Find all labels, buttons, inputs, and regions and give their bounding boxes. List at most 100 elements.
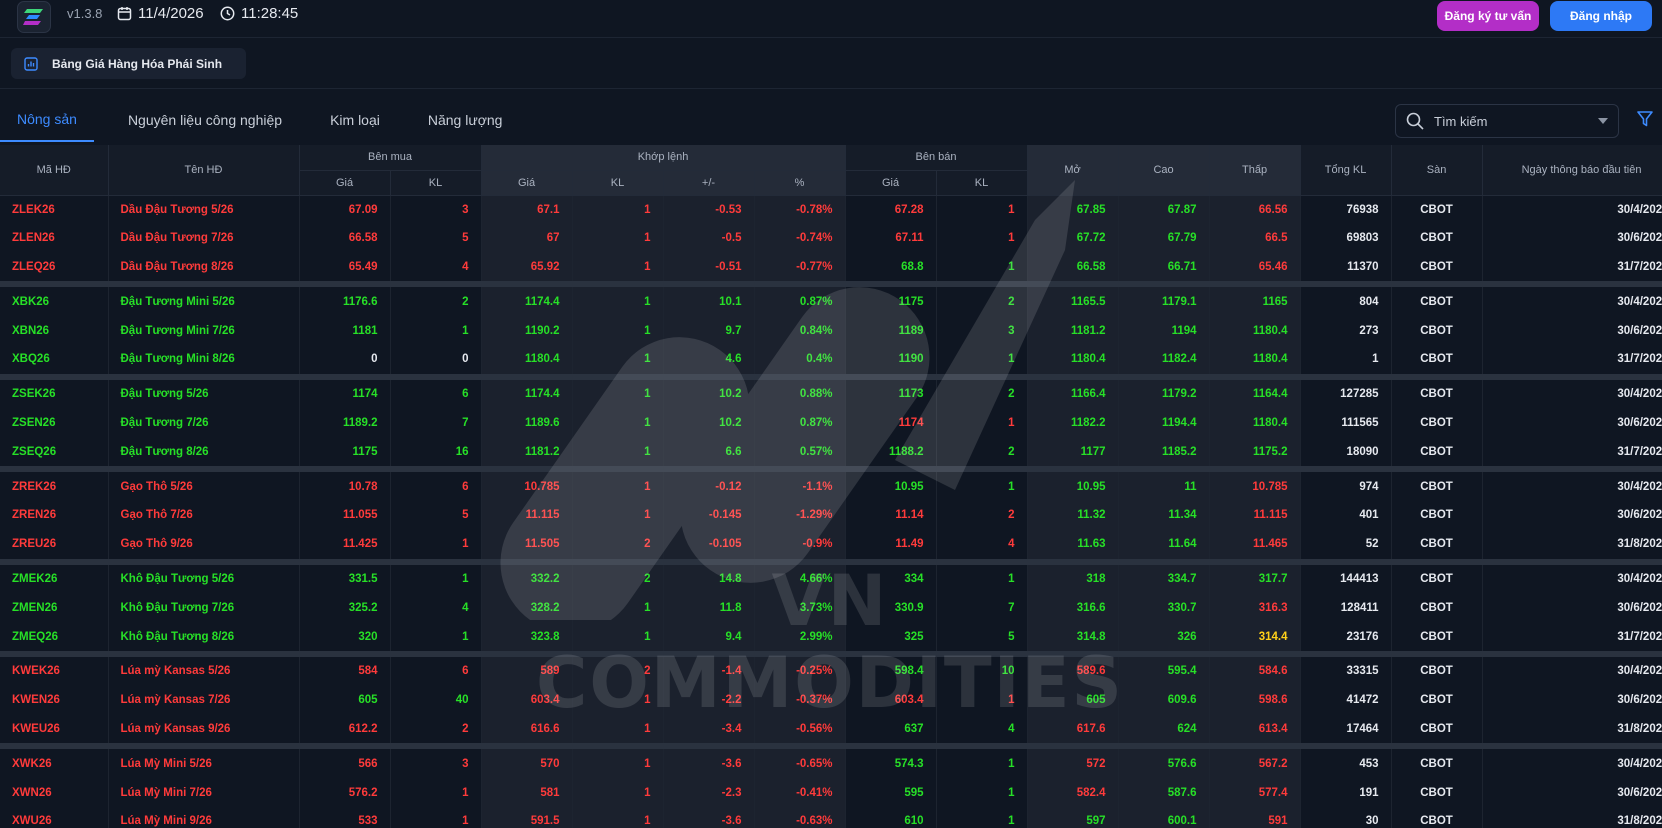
cell-code[interactable]: XWN26	[0, 778, 109, 807]
cell-open: 597	[1027, 806, 1119, 828]
cell-code[interactable]: ZLEK26	[0, 195, 109, 224]
cell-name[interactable]: Khô Đậu Tương 5/26	[108, 564, 300, 594]
cell-code[interactable]: ZSEQ26	[0, 437, 109, 467]
cell-code[interactable]: XWK26	[0, 749, 109, 779]
cell-code[interactable]: ZMEQ26	[0, 622, 109, 651]
cell-sell-price: 325	[845, 622, 937, 651]
cell-low: 314.4	[1209, 622, 1301, 651]
cell-exchange: CBOT	[1391, 408, 1483, 438]
cell-change: -3.4	[663, 714, 755, 744]
table-row[interactable]: ZSEN26 Đậu Tương 7/26 1189.2 7 1189.6 1 10.2 0.…	[0, 408, 1662, 438]
cell-name[interactable]: Khô Đậu Tương 8/26	[108, 622, 300, 651]
cell-notice-date: 31/7/2026	[1482, 622, 1662, 651]
cell-name[interactable]: Lúa mỳ Kansas 7/26	[108, 685, 300, 715]
table-row[interactable]: KWEU26 Lúa mỳ Kansas 9/26 612.2 2 616.6 1 -3.4…	[0, 714, 1662, 744]
table-row[interactable]: ZSEQ26 Đậu Tương 8/26 1175 16 1181.2 1 6.6 0.57…	[0, 437, 1662, 467]
cell-name[interactable]: Đậu Tương 8/26	[108, 437, 300, 467]
cell-code[interactable]: ZSEK26	[0, 379, 109, 409]
table-row[interactable]: ZLEQ26 Dầu Đậu Tương 8/26 65.49 4 65.92 1 -0.5…	[0, 252, 1662, 282]
group-separator-cell	[0, 743, 1662, 750]
cell-name[interactable]: Dầu Đậu Tương 7/26	[108, 223, 300, 253]
cell-name[interactable]: Dầu Đậu Tương 5/26	[108, 195, 300, 224]
cell-sell-price: 330.9	[845, 593, 937, 623]
cell-name[interactable]: Đậu Tương 5/26	[108, 379, 300, 409]
table-row[interactable]: XBK26 Đậu Tương Mini 5/26 1176.6 2 1174.4 1 10…	[0, 287, 1662, 317]
cell-low: 1164.4	[1209, 379, 1301, 409]
table-row[interactable]: XBQ26 Đậu Tương Mini 8/26 0 0 1180.4 1 4.6 0.4%…	[0, 344, 1662, 374]
tab-energy[interactable]: Năng lượng	[427, 112, 503, 128]
cell-code[interactable]: KWEN26	[0, 685, 109, 715]
cell-name[interactable]: Khô Đậu Tương 7/26	[108, 593, 300, 623]
cell-buy-volume: 2	[390, 714, 482, 744]
cell-code[interactable]: XBN26	[0, 316, 109, 345]
table-row[interactable]: XWU26 Lúa Mỳ Mini 9/26 533 1 591.5 1 -3.6 -0.63…	[0, 806, 1662, 828]
cell-name[interactable]: Đậu Tương Mini 7/26	[108, 316, 300, 345]
calendar-icon	[117, 7, 132, 21]
table-row[interactable]: ZLEK26 Dầu Đậu Tương 5/26 67.09 3 67.1 1 -0.53…	[0, 195, 1662, 224]
cell-code[interactable]: XWU26	[0, 806, 109, 828]
cell-name[interactable]: Đậu Tương Mini 8/26	[108, 344, 300, 374]
cell-code[interactable]: ZREU26	[0, 529, 109, 559]
chevron-down-icon[interactable]	[1598, 118, 1608, 124]
table-row[interactable]: ZREN26 Gạo Thô 7/26 11.055 5 11.115 1 -0.145 -1…	[0, 500, 1662, 530]
cell-code[interactable]: XBK26	[0, 287, 109, 317]
cell-buy-price: 1175	[299, 437, 391, 467]
login-button[interactable]: Đăng nhập	[1550, 1, 1652, 31]
table-row[interactable]: KWEN26 Lúa mỳ Kansas 7/26 605 40 603.4 1 -2.2-…	[0, 685, 1662, 715]
table-row[interactable]: XBN26 Đậu Tương Mini 7/26 1181 1 1190.2 1 9.7 0…	[0, 316, 1662, 345]
cell-sell-price: 574.3	[845, 749, 937, 779]
table-row[interactable]: XWN26 Lúa Mỳ Mini 7/26 576.2 1 581 1 -2.3 -0.41…	[0, 778, 1662, 807]
cell-buy-price: 331.5	[299, 564, 391, 594]
cell-name[interactable]: Gạo Thô 7/26	[108, 500, 300, 530]
cell-name[interactable]: Lúa Mỳ Mini 5/26	[108, 749, 300, 779]
search-box[interactable]: Tìm kiếm	[1395, 104, 1619, 138]
table-row[interactable]: KWEK26 Lúa mỳ Kansas 5/26 584 6 589 2 -1.4 -0.2…	[0, 656, 1662, 686]
cell-name[interactable]: Gạo Thô 5/26	[108, 472, 300, 501]
filter-button[interactable]	[1636, 110, 1654, 131]
cell-code[interactable]: KWEK26	[0, 656, 109, 686]
cell-name[interactable]: Lúa Mỳ Mini 7/26	[108, 778, 300, 807]
consult-signup-button[interactable]: Đăng ký tư vấn	[1437, 1, 1539, 31]
tab-industrial-materials[interactable]: Nguyên liệu công nghiệp	[127, 112, 283, 128]
cell-open: 1177	[1027, 437, 1119, 467]
cell-code[interactable]: ZREN26	[0, 500, 109, 530]
app-logo[interactable]	[17, 1, 51, 33]
subheader-sell-volume: KL	[936, 170, 1028, 196]
cell-code[interactable]: ZREK26	[0, 472, 109, 501]
cell-name[interactable]: Đậu Tương Mini 5/26	[108, 287, 300, 317]
cell-name[interactable]: Lúa Mỳ Mini 9/26	[108, 806, 300, 828]
cell-match-volume: 1	[572, 287, 664, 317]
cell-code[interactable]: ZSEN26	[0, 408, 109, 438]
table-row[interactable]: XWK26 Lúa Mỳ Mini 5/26 566 3 570 1 -3.6 -0.65% 5…	[0, 749, 1662, 779]
cell-name[interactable]: Dầu Đậu Tương 8/26	[108, 252, 300, 282]
cell-open: 316.6	[1027, 593, 1119, 623]
table-row[interactable]: ZLEN26 Dầu Đậu Tương 7/26 66.58 5 67 1 -0.5 -0.…	[0, 223, 1662, 253]
cell-code[interactable]: KWEU26	[0, 714, 109, 744]
cell-name[interactable]: Lúa mỳ Kansas 5/26	[108, 656, 300, 686]
cell-change: 10.2	[663, 379, 755, 409]
table-row[interactable]: ZMEN26 Khô Đậu Tương 7/26 325.2 4 328.2 1 11.8…	[0, 593, 1662, 623]
cell-buy-volume: 3	[390, 195, 482, 224]
cell-high: 1185.2	[1118, 437, 1210, 467]
table-row[interactable]: ZMEK26 Khô Đậu Tương 5/26 331.5 1 332.2 2 14.8…	[0, 564, 1662, 594]
cell-code[interactable]: ZMEK26	[0, 564, 109, 594]
table-row[interactable]: ZSEK26 Đậu Tương 5/26 1174 6 1174.4 1 10.2 0.88…	[0, 379, 1662, 409]
table-row[interactable]: ZREK26 Gạo Thô 5/26 10.78 6 10.785 1 -0.12 -1.1…	[0, 472, 1662, 501]
tab-agriculture[interactable]: Nông sản	[0, 98, 94, 142]
cell-code[interactable]: ZLEN26	[0, 223, 109, 253]
cell-name[interactable]: Đậu Tương 7/26	[108, 408, 300, 438]
cell-code[interactable]: XBQ26	[0, 344, 109, 374]
cell-sell-volume: 1	[936, 195, 1028, 224]
cell-notice-date: 30/4/2026	[1482, 195, 1662, 224]
tab-derivatives-price-board[interactable]: Bảng Giá Hàng Hóa Phái Sinh	[11, 48, 246, 79]
logo-icon	[23, 9, 43, 25]
table-row[interactable]: ZMEQ26 Khô Đậu Tương 8/26 320 1 323.8 1 9.4 2.9…	[0, 622, 1662, 651]
cell-code[interactable]: ZMEN26	[0, 593, 109, 623]
cell-name[interactable]: Lúa mỳ Kansas 9/26	[108, 714, 300, 744]
cell-code[interactable]: ZLEQ26	[0, 252, 109, 282]
cell-buy-volume: 4	[390, 252, 482, 282]
cell-name[interactable]: Gạo Thô 9/26	[108, 529, 300, 559]
table-row[interactable]: ZREU26 Gạo Thô 9/26 11.425 1 11.505 2 -0.105 -0…	[0, 529, 1662, 559]
search-input[interactable]: Tìm kiếm	[1434, 113, 1488, 129]
tab-metals[interactable]: Kim loại	[330, 112, 380, 128]
